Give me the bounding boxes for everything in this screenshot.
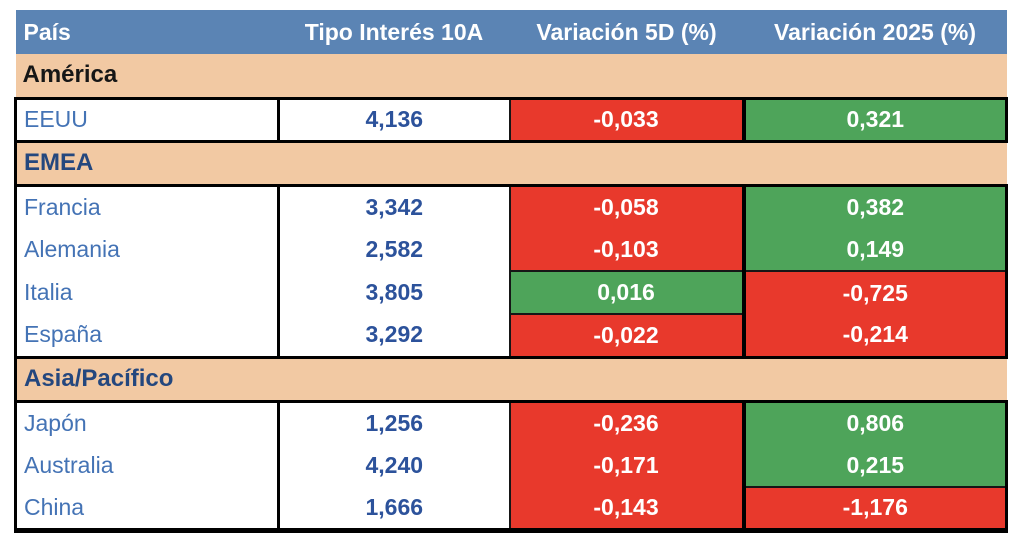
- rate-cell: 1,666: [278, 487, 511, 533]
- var2025-cell: 0,149: [743, 228, 1008, 271]
- section-row-asia-pacifico: Asia/Pacífico: [14, 357, 1007, 403]
- var2025-cell: 0,382: [743, 185, 1008, 228]
- section-row-emea: EMEA: [14, 141, 1007, 187]
- var5d-cell: -0,171: [509, 444, 746, 487]
- table-row-japon: Japón 1,256 -0,236 0,806: [14, 401, 1008, 444]
- rates-table: País Tipo Interés 10A Variación 5D (%) V…: [14, 10, 1008, 533]
- rate-cell: 4,240: [278, 444, 511, 487]
- header-country: País: [15, 10, 279, 54]
- var2025-cell: -1,176: [743, 486, 1008, 533]
- rate-cell: 3,292: [278, 314, 511, 359]
- rate-cell: 4,136: [278, 96, 511, 143]
- var5d-cell: -0,058: [509, 185, 746, 228]
- var5d-cell: -0,236: [509, 401, 746, 444]
- rate-cell: 2,582: [278, 228, 511, 271]
- header-var5d: Variación 5D (%): [509, 10, 744, 54]
- var2025-cell: 0,806: [743, 401, 1008, 444]
- header-var2025: Variación 2025 (%): [743, 10, 1007, 54]
- table-row-australia: Australia 4,240 -0,171 0,215: [14, 444, 1008, 487]
- rate-cell: 3,342: [278, 185, 511, 228]
- rates-table-container: País Tipo Interés 10A Variación 5D (%) V…: [14, 10, 1008, 533]
- table-row-china: China 1,666 -0,143 -1,176: [14, 486, 1008, 533]
- table-row-francia: Francia 3,342 -0,058 0,382: [14, 185, 1008, 228]
- var2025-cell: -0,725: [743, 270, 1008, 314]
- var5d-cell: 0,016: [509, 270, 746, 314]
- table-row-italia: Italia 3,805 0,016 -0,725: [14, 270, 1008, 314]
- var5d-cell: -0,022: [509, 313, 746, 359]
- section-label: América: [15, 54, 1007, 98]
- table-row-eeuu: EEUU 4,136 -0,033 0,321: [14, 96, 1008, 143]
- var2025-cell: 0,215: [743, 444, 1008, 487]
- header-rate: Tipo Interés 10A: [278, 10, 510, 54]
- rate-cell: 1,256: [278, 401, 511, 444]
- country-cell: EEUU: [14, 96, 280, 143]
- country-cell: Francia: [14, 185, 280, 228]
- country-cell: China: [14, 487, 280, 533]
- var5d-cell: -0,033: [509, 96, 746, 143]
- table-row-alemania: Alemania 2,582 -0,103 0,149: [14, 228, 1008, 271]
- table-header-row: País Tipo Interés 10A Variación 5D (%) V…: [15, 10, 1007, 54]
- country-cell: España: [14, 314, 280, 359]
- section-row-america: América: [15, 54, 1007, 98]
- rate-cell: 3,805: [278, 271, 511, 314]
- country-cell: Australia: [14, 444, 280, 487]
- country-cell: Alemania: [14, 228, 280, 271]
- country-cell: Japón: [14, 401, 280, 444]
- table-row-espana: España 3,292 -0,022 -0,214: [14, 313, 1008, 359]
- var2025-cell: -0,214: [743, 314, 1008, 359]
- var5d-cell: -0,103: [509, 228, 746, 271]
- section-label: EMEA: [14, 141, 1007, 187]
- country-cell: Italia: [14, 271, 280, 314]
- var5d-cell: -0,143: [509, 487, 746, 533]
- var2025-cell: 0,321: [743, 96, 1008, 143]
- section-label: Asia/Pacífico: [14, 357, 1007, 403]
